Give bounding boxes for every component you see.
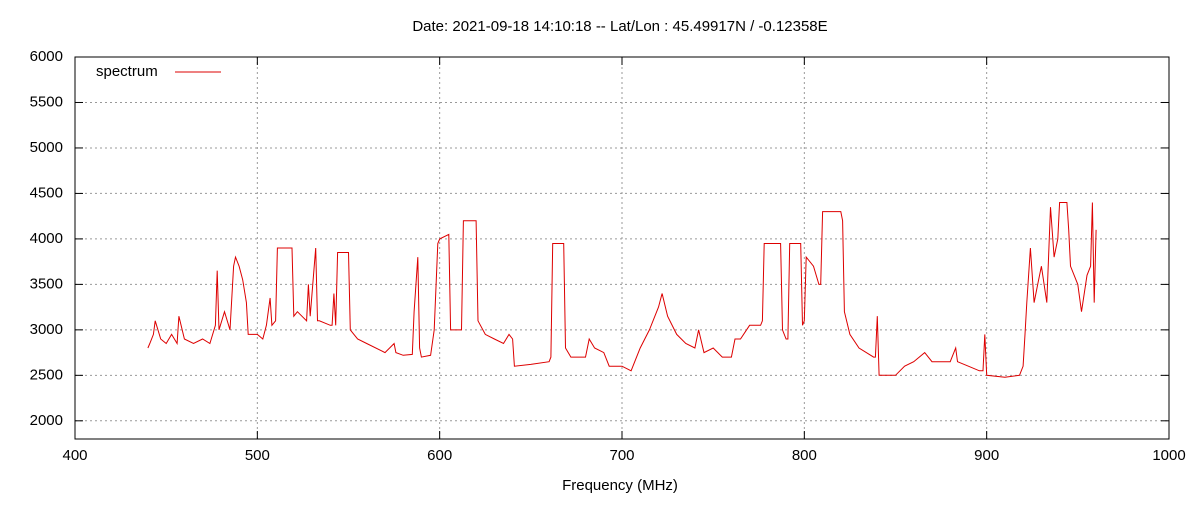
x-tick-label: 600	[427, 447, 452, 464]
plot-frame	[74, 56, 1170, 440]
y-tick-label: 3000	[30, 321, 63, 338]
y-tick-label: 5500	[30, 93, 63, 110]
x-tick-label: 500	[245, 447, 270, 464]
y-tick-label: 3500	[30, 275, 63, 292]
spectrum-line	[147, 202, 1097, 378]
x-tick-label: 800	[792, 447, 817, 464]
x-tick-label: 1000	[1152, 447, 1185, 464]
y-tick-label: 5000	[30, 139, 63, 156]
x-tick-label: 400	[62, 447, 87, 464]
y-tick-label: 2000	[30, 412, 63, 429]
y-tick-label: 2500	[30, 366, 63, 383]
chart-title: Date: 2021-09-18 14:10:18 -- Lat/Lon : 4…	[412, 18, 827, 35]
y-tick-label: 6000	[30, 48, 63, 65]
y-tick-label: 4500	[30, 184, 63, 201]
x-axis-label: Frequency (MHz)	[562, 477, 678, 494]
x-tick-label: 700	[609, 447, 634, 464]
legend-label: spectrum	[96, 63, 158, 80]
x-tick-label: 900	[974, 447, 999, 464]
y-tick-label: 4000	[30, 230, 63, 247]
